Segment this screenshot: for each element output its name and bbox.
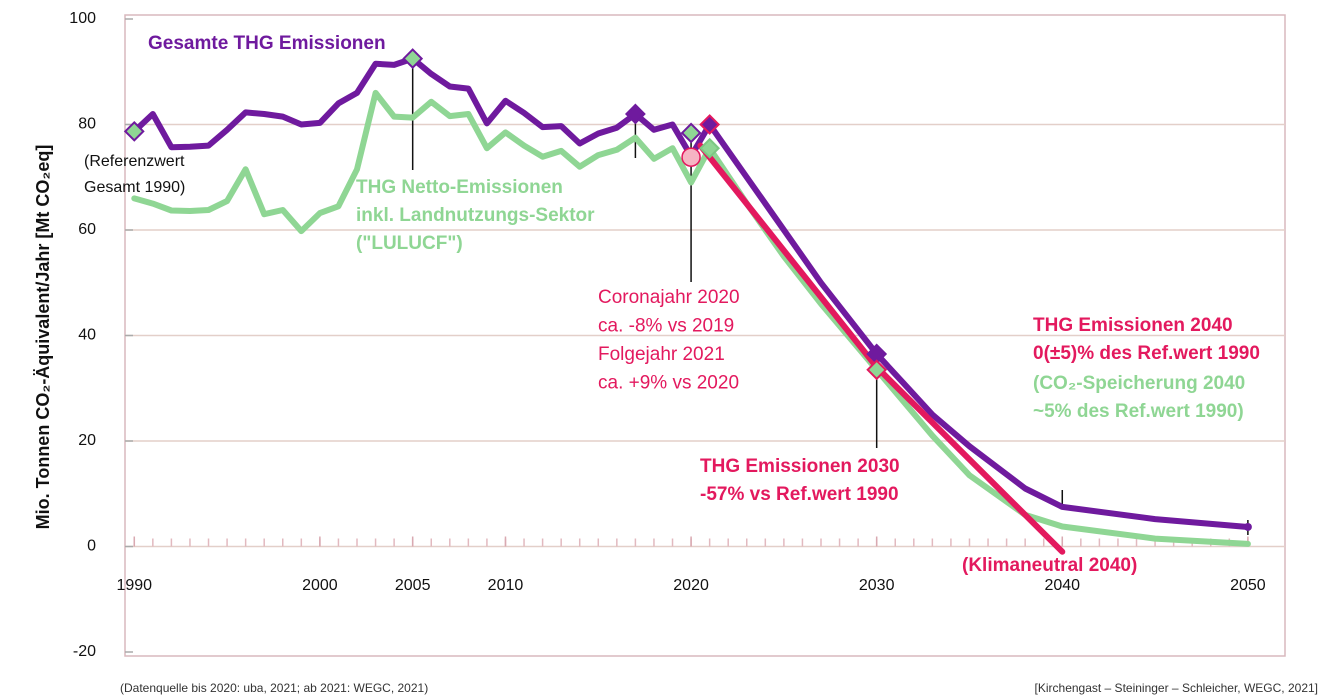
y-tick-label: 40 <box>78 327 96 344</box>
x-tick-label: 2050 <box>1230 577 1266 594</box>
x-tick-label: 2020 <box>673 577 709 594</box>
marker <box>402 48 424 69</box>
annotation: (CO₂-Speicherung 2040 <box>1033 373 1245 394</box>
annotation: Folgejahr 2021 <box>598 344 725 365</box>
annotation: -57% vs Ref.wert 1990 <box>700 484 899 505</box>
marker <box>866 359 888 381</box>
annotation: THG Emissionen 2040 <box>1033 315 1233 336</box>
end-dot <box>1243 522 1252 531</box>
annotation: ca. +9% vs 2020 <box>598 373 739 394</box>
legend-label-box: THG Netto-Emissionen inkl. Landnutzungs-… <box>356 177 595 254</box>
x-tick-label: 2040 <box>1044 577 1080 594</box>
y-tick-label: 0 <box>87 538 96 555</box>
x-tick-label: 2010 <box>488 577 524 594</box>
marker <box>123 120 145 142</box>
y-tick-label: -20 <box>73 643 96 660</box>
legend-label: Gesamte THG Emissionen <box>148 33 386 54</box>
marker <box>624 103 646 125</box>
marker <box>699 114 721 135</box>
y-tick-label: 80 <box>78 116 96 133</box>
annotation: THG Emissionen 2030 <box>700 456 900 477</box>
point <box>681 147 701 167</box>
y-tick-label: 60 <box>78 221 96 238</box>
legend-label: THG Netto-Emissionen inkl. Landnutzungs-… <box>356 177 595 254</box>
x-tick-label: 2000 <box>302 577 338 594</box>
point <box>680 122 702 144</box>
annotation: Gesamt 1990) <box>84 179 185 196</box>
x-tick-label: 2005 <box>395 577 431 594</box>
y-tick-label: 100 <box>69 10 96 27</box>
annotation: 0(±5)% des Ref.wert 1990 <box>1033 343 1260 364</box>
source-left: (Datenquelle bis 2020: uba, 2021; ab 202… <box>120 681 428 695</box>
marker <box>699 137 721 159</box>
annotation: ~5% des Ref.wert 1990) <box>1033 401 1244 422</box>
source-right: [Kirchengast – Steininger – Schleicher, … <box>1035 681 1318 695</box>
annotation: Coronajahr 2020 <box>598 287 740 308</box>
series-line <box>131 89 1251 547</box>
y-tick-label: 20 <box>78 432 96 449</box>
annotation: ca. -8% vs 2019 <box>598 316 734 337</box>
x-tick-label: 1990 <box>116 577 152 594</box>
x-tick-label: 2030 <box>859 577 895 594</box>
legend-label: (Klimaneutral 2040) <box>962 555 1137 576</box>
series-line <box>131 55 1251 530</box>
y-axis-title: Mio. Tonnen CO₂-Äquivalent/Jahr [Mt CO₂e… <box>33 145 53 530</box>
annotation: (Referenzwert <box>84 153 185 170</box>
